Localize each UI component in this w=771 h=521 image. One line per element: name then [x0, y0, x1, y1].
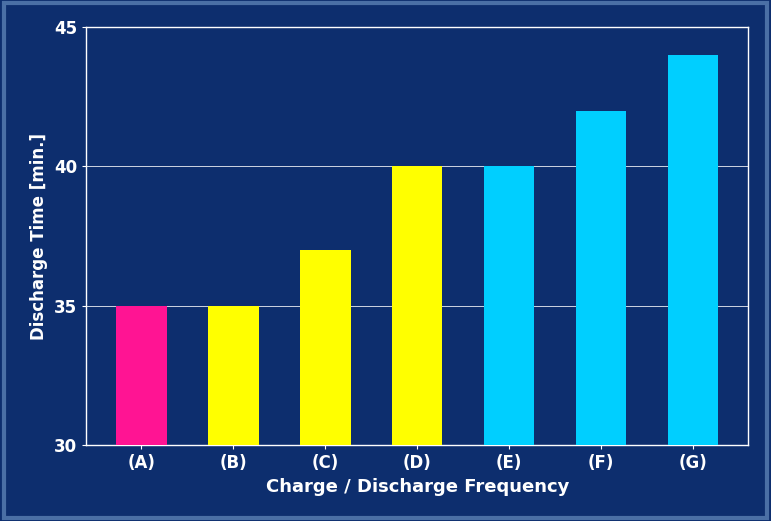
Bar [208, 306, 259, 445]
Y-axis label: Discharge Time [min.]: Discharge Time [min.] [30, 133, 49, 340]
Bar [576, 111, 626, 445]
Bar [116, 306, 167, 445]
Bar [300, 250, 351, 445]
X-axis label: Charge / Discharge Frequency: Charge / Discharge Frequency [265, 478, 569, 495]
Bar [484, 167, 534, 445]
Bar [668, 55, 719, 445]
Bar [392, 167, 443, 445]
